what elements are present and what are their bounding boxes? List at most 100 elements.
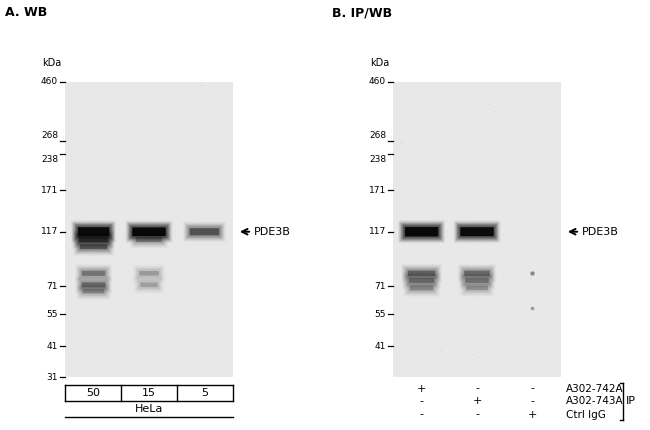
Point xyxy=(397,243,408,250)
Point xyxy=(218,169,229,175)
Point xyxy=(511,154,521,161)
Point xyxy=(76,261,86,268)
Point xyxy=(183,305,193,312)
Point xyxy=(70,189,80,196)
Point xyxy=(486,311,497,318)
Point xyxy=(125,198,135,205)
Point xyxy=(411,239,421,246)
Point xyxy=(73,338,83,345)
Point xyxy=(409,318,419,325)
Point xyxy=(70,124,80,131)
Text: B. IP/WB: B. IP/WB xyxy=(332,6,392,19)
Point xyxy=(540,358,550,365)
Point xyxy=(109,111,120,117)
Point xyxy=(420,162,430,169)
Point xyxy=(113,159,124,166)
Point xyxy=(162,173,172,180)
Point xyxy=(456,261,466,268)
Point xyxy=(486,281,496,288)
Point xyxy=(445,255,456,262)
Point xyxy=(498,302,508,309)
Point xyxy=(196,152,207,159)
Point xyxy=(194,308,204,315)
Point xyxy=(481,353,491,360)
Point xyxy=(439,250,450,257)
Point xyxy=(187,148,198,155)
Point xyxy=(109,204,120,211)
Point xyxy=(102,366,112,373)
Point xyxy=(515,304,526,310)
Point xyxy=(530,123,541,130)
Point xyxy=(449,301,460,308)
Point xyxy=(439,293,449,300)
Point xyxy=(146,214,157,221)
Point xyxy=(166,80,177,87)
Point xyxy=(547,230,557,236)
Point xyxy=(131,331,141,338)
Point xyxy=(220,302,231,309)
Point xyxy=(63,81,73,88)
Point xyxy=(216,90,227,97)
Point xyxy=(108,180,118,187)
Point xyxy=(189,246,200,253)
Point xyxy=(498,153,508,160)
Point xyxy=(208,286,218,293)
Point xyxy=(549,309,560,316)
Point xyxy=(526,189,536,196)
Point xyxy=(499,190,509,197)
Point xyxy=(152,362,162,369)
Point xyxy=(472,300,482,307)
Point xyxy=(511,290,521,297)
Point xyxy=(128,169,138,175)
Point xyxy=(88,201,98,208)
Point xyxy=(498,154,508,160)
Point xyxy=(497,339,507,346)
Point xyxy=(199,123,209,129)
FancyBboxPatch shape xyxy=(408,283,436,292)
Point xyxy=(404,182,414,189)
Point xyxy=(63,149,73,156)
Point xyxy=(400,147,411,154)
Point xyxy=(478,110,489,117)
Point xyxy=(153,289,163,296)
Point xyxy=(500,275,510,282)
Point xyxy=(172,270,182,276)
Point xyxy=(519,280,529,287)
Point xyxy=(192,126,203,132)
Point xyxy=(207,128,217,135)
Point xyxy=(162,230,173,237)
Point xyxy=(140,120,151,127)
Point xyxy=(157,194,168,201)
Point xyxy=(179,326,189,333)
Point xyxy=(421,338,431,345)
Point xyxy=(68,89,78,96)
Point xyxy=(504,153,515,160)
Point xyxy=(416,119,426,126)
Point xyxy=(521,90,532,97)
Point xyxy=(434,203,445,209)
Point xyxy=(216,236,227,243)
Point xyxy=(68,126,78,133)
Point xyxy=(176,129,187,136)
Point xyxy=(421,229,432,236)
Point xyxy=(155,238,166,245)
Point xyxy=(530,248,540,255)
Point xyxy=(160,116,170,123)
Point xyxy=(226,278,237,285)
Point xyxy=(83,344,93,350)
Point xyxy=(105,172,116,179)
Point xyxy=(543,106,554,113)
Point xyxy=(102,131,112,138)
Point xyxy=(138,95,149,102)
Point xyxy=(533,333,543,340)
Point xyxy=(136,287,147,294)
Point xyxy=(138,372,148,379)
Point xyxy=(465,349,475,356)
Point xyxy=(448,178,459,185)
Point xyxy=(437,80,448,87)
Point xyxy=(193,175,203,182)
Point xyxy=(85,86,96,92)
Point xyxy=(530,223,541,230)
Point xyxy=(531,267,541,274)
Point xyxy=(71,189,81,196)
